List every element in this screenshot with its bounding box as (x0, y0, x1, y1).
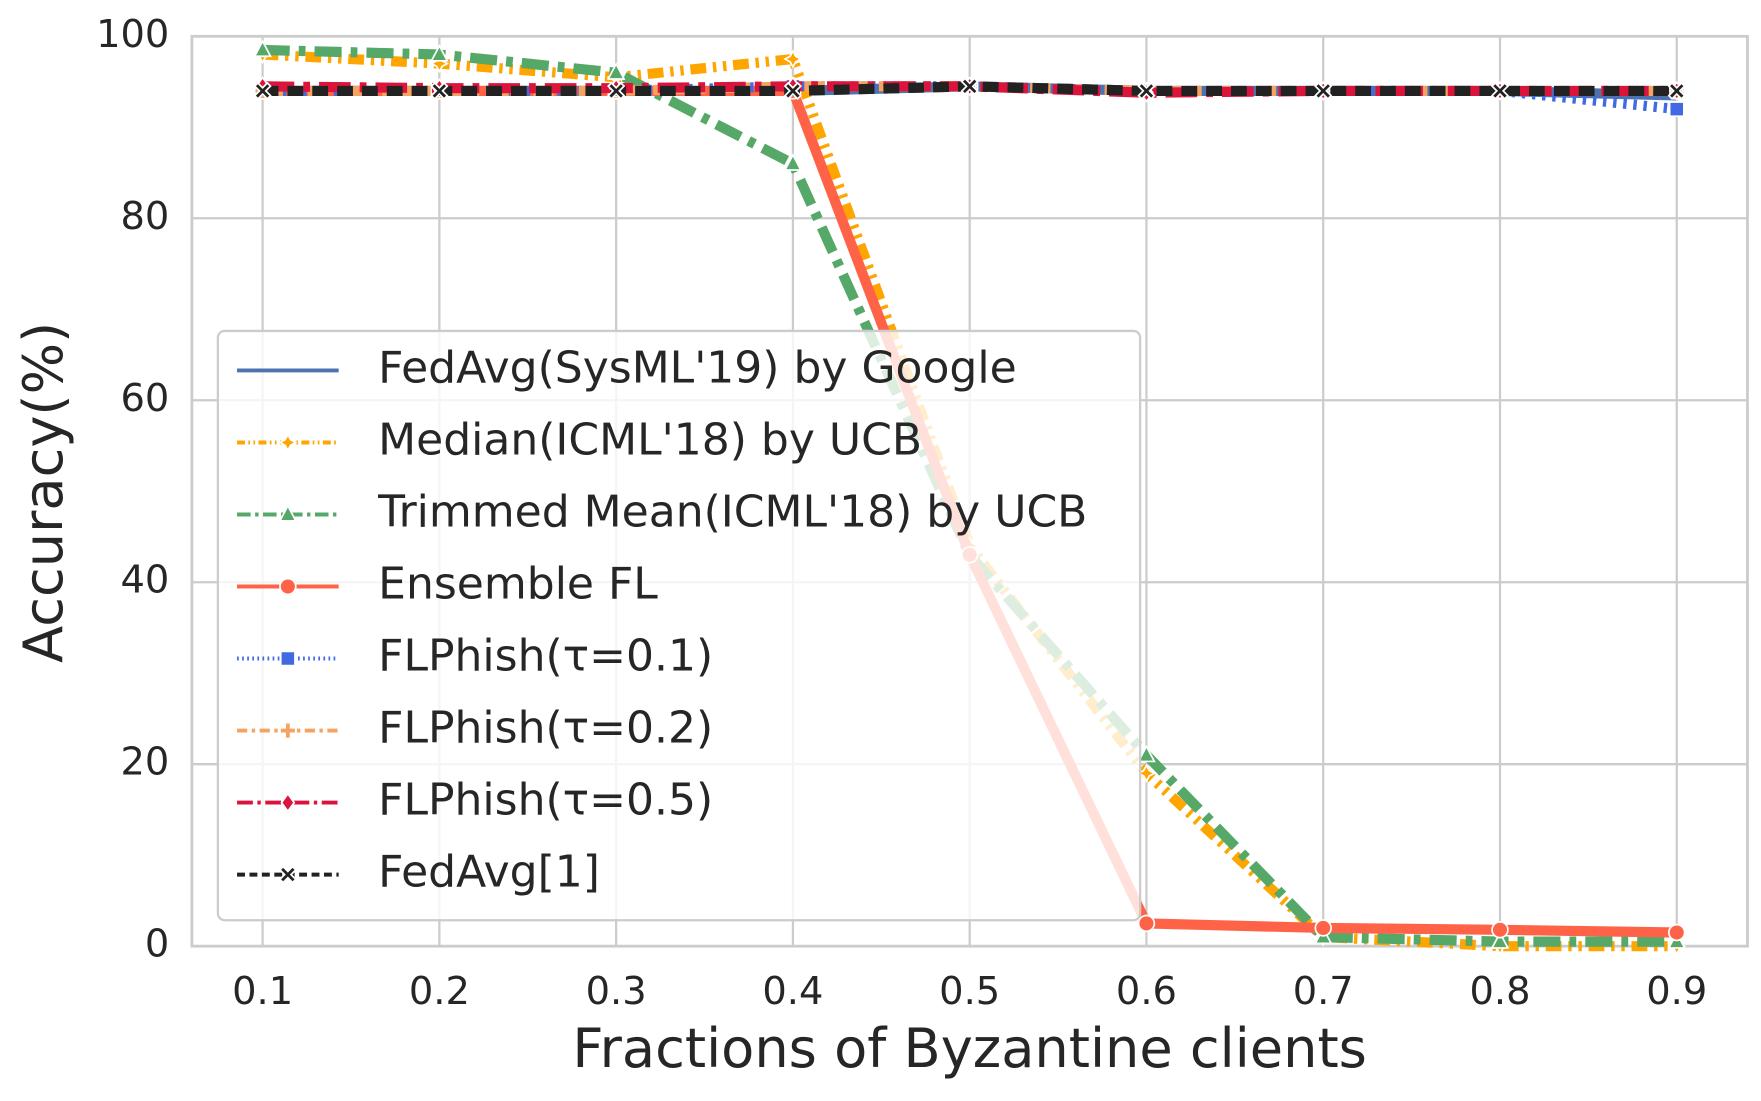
y-tick-label: 100 (96, 12, 169, 57)
marker (1667, 81, 1686, 101)
x-axis-label: Fractions of Byzantine clients (572, 1017, 1367, 1080)
legend-label: FedAvg[1] (378, 847, 600, 898)
marker (280, 792, 296, 813)
legend-frame (216, 329, 1142, 922)
legend-label: FLPhish(τ=0.2) (378, 703, 713, 754)
plot-frame (190, 34, 1749, 948)
legend-label: Trimmed Mean(ICML'18) by UCB (377, 486, 1087, 537)
marker (1314, 919, 1332, 937)
y-tick-label: 20 (120, 740, 169, 785)
marker (278, 503, 298, 522)
x-tick-label: 0.9 (1646, 969, 1707, 1014)
y-tick-label: 60 (120, 376, 169, 421)
x-tick-label: 0.2 (409, 969, 470, 1014)
series (253, 77, 1686, 101)
marker (1314, 81, 1333, 101)
marker (1137, 914, 1156, 933)
y-tick-label: 0 (145, 922, 169, 967)
x-tick-label: 0.3 (586, 969, 647, 1014)
marker (783, 153, 803, 171)
marker (1490, 81, 1510, 101)
marker (253, 39, 272, 58)
x-tick-label: 0.1 (232, 969, 293, 1014)
marker (279, 721, 297, 740)
series (253, 39, 1687, 949)
marker (429, 53, 450, 74)
marker (783, 49, 803, 69)
legend-label: FLPhish(τ=0.5) (378, 775, 713, 826)
marker (1491, 921, 1509, 939)
marker (1668, 101, 1685, 118)
x-tick-label: 0.5 (939, 969, 1000, 1014)
legend-label: Ensemble FL (378, 559, 658, 610)
y-tick-label: 40 (120, 558, 169, 603)
marker (278, 865, 297, 884)
legend-label: FedAvg(SysML'19) by Google (378, 342, 1017, 393)
marker (1137, 744, 1156, 763)
x-tick-label: 0.4 (762, 969, 823, 1014)
x-tick-label: 0.7 (1293, 969, 1354, 1014)
marker (279, 650, 296, 667)
y-axis-label: Accuracy(%) (12, 322, 75, 663)
marker (1137, 81, 1156, 101)
legend-label: Median(ICML'18) by UCB (378, 414, 922, 465)
marker (1136, 763, 1157, 783)
marker (1667, 923, 1686, 942)
marker (253, 81, 272, 101)
x-tick-label: 0.8 (1469, 969, 1530, 1014)
legend: FedAvg(SysML'19) by Google Median(ICML'18… (216, 329, 1142, 922)
marker (607, 81, 626, 101)
marker (1490, 931, 1510, 949)
marker (278, 432, 298, 453)
legend-label: FLPhish(τ=0.1) (378, 631, 713, 682)
marker (960, 77, 979, 96)
marker (430, 43, 449, 62)
marker (783, 81, 803, 101)
marker (279, 577, 297, 596)
line (262, 44, 1677, 947)
y-tick-label: 80 (120, 194, 169, 239)
x-tick-label: 0.6 (1116, 969, 1177, 1014)
marker (430, 81, 449, 101)
